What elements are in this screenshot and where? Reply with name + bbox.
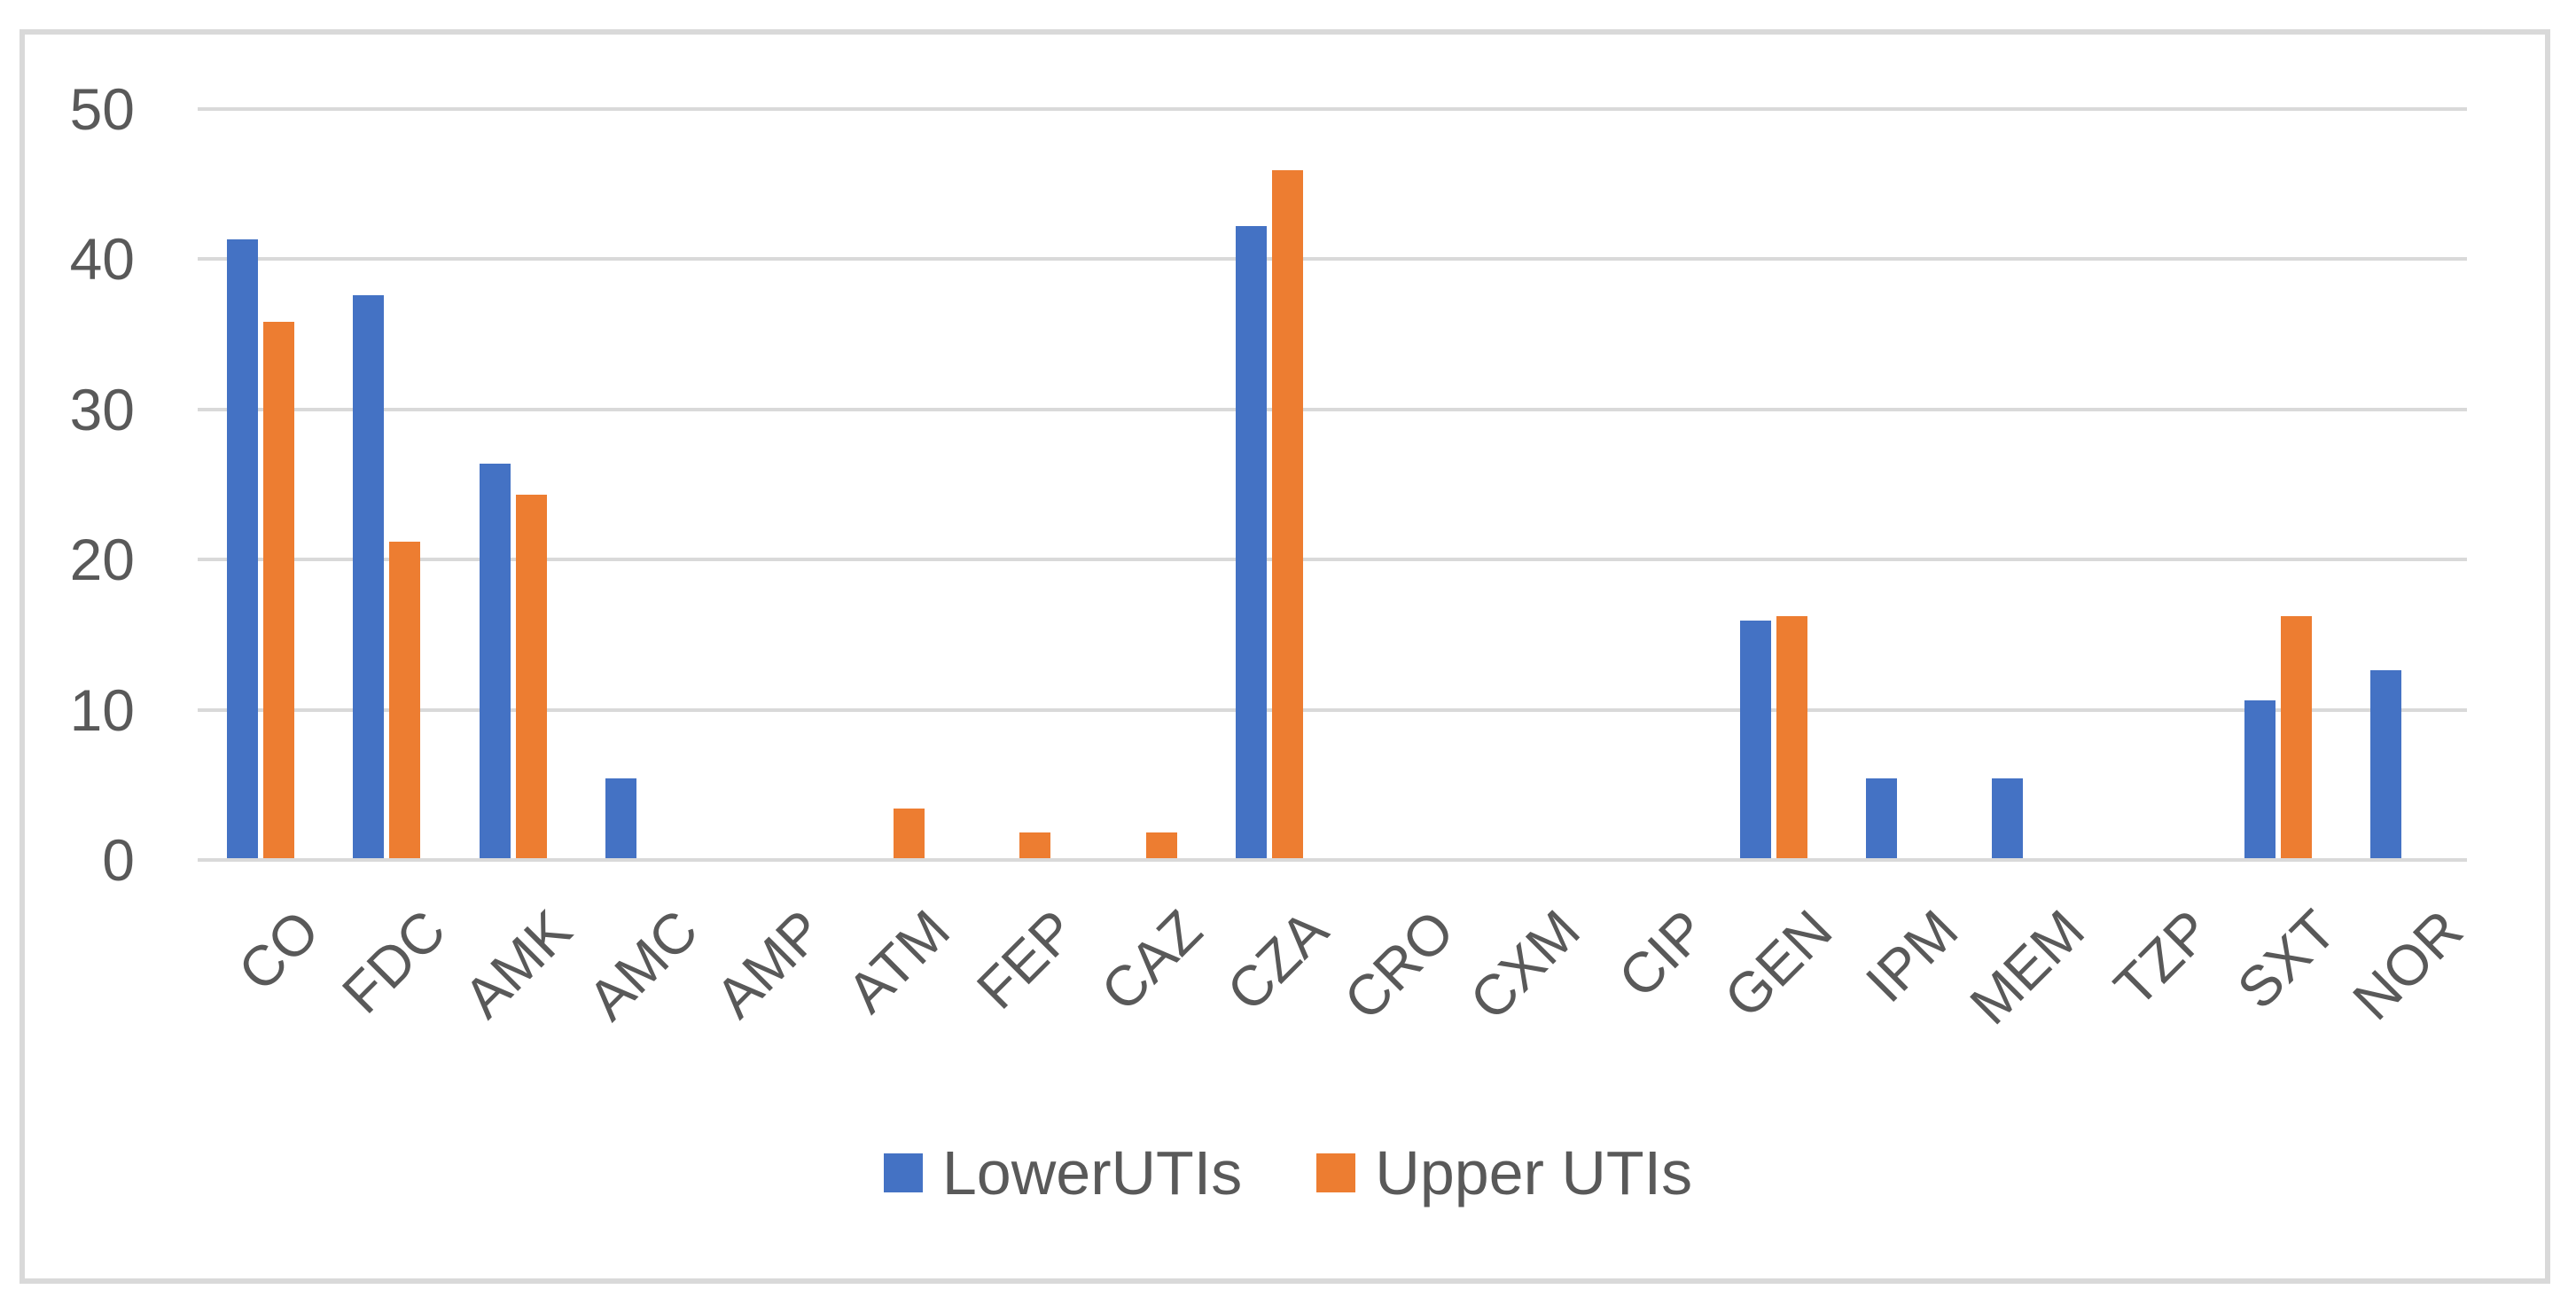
- bar-upper-utis-cza: [1271, 170, 1303, 858]
- category-slot-fdc: [324, 109, 449, 858]
- bars-layer: [198, 109, 2467, 858]
- y-tick-label-40: 40: [69, 226, 135, 293]
- category-slot-caz: [1081, 109, 1206, 858]
- category-slot-mem: [1963, 109, 2088, 858]
- x-tick-label-amc: AMC: [574, 897, 710, 1033]
- y-tick-label-20: 20: [69, 527, 135, 593]
- x-tick-label-fep: FEP: [964, 897, 1089, 1021]
- y-tick-label-0: 0: [102, 827, 135, 893]
- category-slot-amc: [576, 109, 702, 858]
- y-tick-label-10: 10: [69, 676, 135, 743]
- x-tick-label-mem: MEM: [1957, 897, 2096, 1037]
- x-tick-label-cza: CZA: [1214, 897, 1340, 1024]
- x-tick-label-nor: NOR: [2340, 897, 2475, 1033]
- bar-lower-utis-gen: [1739, 621, 1771, 858]
- gridline-50: [198, 107, 2467, 111]
- bar-lower-utis-ipm: [1865, 778, 1897, 858]
- category-slot-amk: [449, 109, 575, 858]
- category-slot-sxt: [2215, 109, 2341, 858]
- x-tick-label-fdc: FDC: [329, 897, 457, 1026]
- legend-label-lower-utis: LowerUTIs: [941, 1138, 1243, 1207]
- legend-label-upper-utis: Upper UTIs: [1375, 1138, 1693, 1207]
- legend-color-swatch-lower-utis: [883, 1153, 923, 1192]
- gridline-0: [198, 858, 2467, 862]
- bar-lower-utis-cza: [1235, 225, 1267, 858]
- x-tick-label-cxm: CXM: [1457, 897, 1592, 1033]
- plot-area: [198, 107, 2467, 862]
- x-tick-label-ipm: IPM: [1854, 897, 1971, 1015]
- legend-item-lower-utis: LowerUTIs: [883, 1138, 1243, 1207]
- category-slot-cza: [1206, 109, 1332, 858]
- bar-upper-utis-co: [263, 322, 295, 858]
- bar-upper-utis-fep: [1019, 832, 1051, 858]
- bar-lower-utis-co: [227, 239, 259, 858]
- legend-item-upper-utis: Upper UTIs: [1316, 1142, 1692, 1204]
- gridline-20: [198, 558, 2467, 562]
- category-slot-tzp: [2088, 109, 2214, 858]
- x-tick-label-cro: CRO: [1331, 897, 1466, 1033]
- category-slot-nor: [2341, 109, 2467, 858]
- category-slot-fep: [954, 109, 1080, 858]
- category-slot-ipm: [1837, 109, 1963, 858]
- gridline-40: [198, 257, 2467, 262]
- category-slot-cro: [1332, 109, 1458, 858]
- x-tick-label-tzp: TZP: [2101, 897, 2223, 1020]
- category-slot-gen: [1711, 109, 1837, 858]
- bar-upper-utis-sxt: [2280, 616, 2312, 858]
- x-tick-label-co: CO: [225, 897, 332, 1004]
- x-tick-label-cip: CIP: [1605, 897, 1719, 1011]
- y-tick-label-50: 50: [69, 76, 135, 142]
- bar-upper-utis-atm: [894, 809, 925, 858]
- category-slot-cxm: [1458, 109, 1584, 858]
- x-tick-label-caz: CAZ: [1088, 897, 1214, 1024]
- x-tick-label-atm: ATM: [834, 897, 962, 1025]
- x-tick-label-sxt: SXT: [2225, 897, 2349, 1021]
- bar-upper-utis-gen: [1776, 616, 1807, 858]
- bar-lower-utis-nor: [2369, 670, 2401, 858]
- legend-color-swatch-upper-utis: [1316, 1153, 1356, 1192]
- bar-lower-utis-amc: [605, 778, 636, 858]
- bar-lower-utis-sxt: [2244, 700, 2275, 858]
- bar-upper-utis-caz: [1145, 832, 1177, 858]
- bar-upper-utis-amk: [515, 495, 547, 858]
- x-axis: CO FDC AMK AMC AMP ATM FEP CAZ CZA CRO CXM CIP GEN IP…: [198, 860, 2475, 1108]
- category-slot-cip: [1584, 109, 1710, 858]
- bar-lower-utis-mem: [1992, 778, 2024, 858]
- y-tick-label-30: 30: [69, 376, 135, 442]
- bar-lower-utis-fdc: [353, 294, 385, 858]
- bar-upper-utis-fdc: [389, 541, 421, 858]
- gridline-30: [198, 407, 2467, 411]
- x-tick-label-amk: AMK: [451, 897, 584, 1030]
- category-slot-co: [198, 109, 324, 858]
- gridline-10: [198, 707, 2467, 712]
- bar-lower-utis-amk: [479, 463, 511, 858]
- category-slot-atm: [828, 109, 954, 858]
- x-tick-label-amp: AMP: [703, 897, 836, 1030]
- x-tick-label-gen: GEN: [1712, 897, 1845, 1030]
- category-slot-amp: [702, 109, 828, 858]
- legend: LowerUTIs Upper UTIs: [0, 1142, 2576, 1204]
